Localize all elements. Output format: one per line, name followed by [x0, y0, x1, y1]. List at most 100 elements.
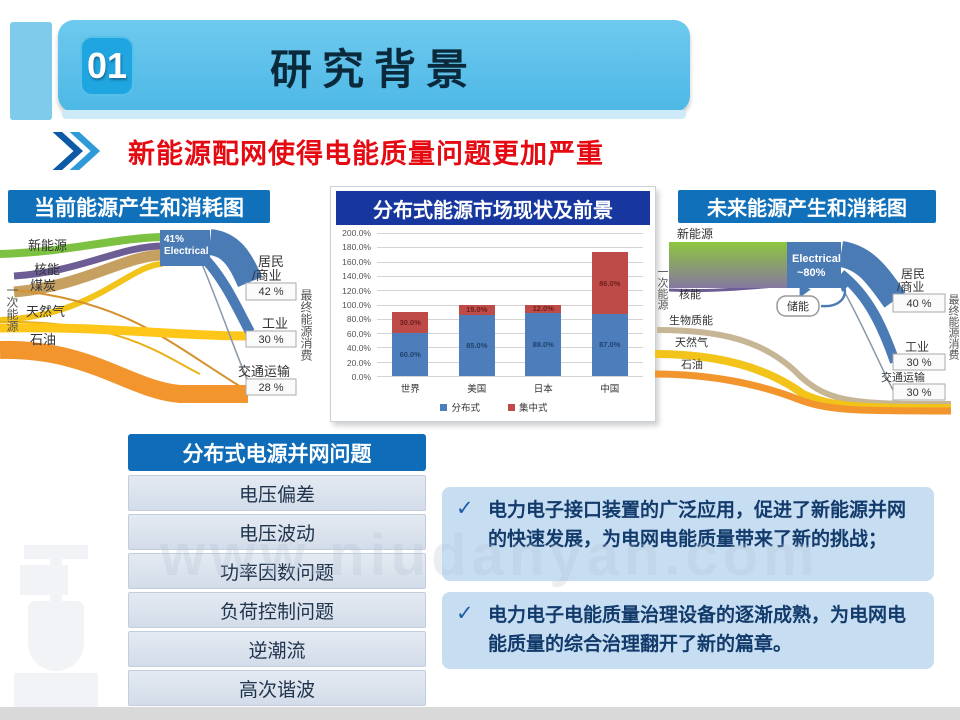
footer-strip [0, 707, 960, 720]
output-transport-label: 交通运输 [881, 370, 925, 384]
hub-name-label: Electrical [164, 246, 209, 257]
header-side-tab [10, 22, 52, 120]
output-industry-label: 工业 [262, 316, 288, 331]
legend-swatch [440, 404, 448, 411]
output-industry-box [892, 353, 946, 371]
flow-oil [655, 370, 952, 415]
output-residential-line1: 居民 [258, 254, 284, 269]
storage-box [776, 295, 820, 317]
check-icon: ✓ [456, 602, 474, 625]
gridline [377, 247, 643, 249]
flow-nuclear [13, 242, 164, 280]
source-label-biomass: 生物质能 [669, 313, 713, 327]
bar-value-label: 88.0% [532, 340, 554, 350]
electrical-hub-node [787, 242, 841, 288]
electrical-hub-node [160, 230, 210, 266]
y-tick-label: 100.0% [342, 300, 371, 310]
storage-label: 储能 [787, 299, 809, 313]
section-number: 01 [86, 45, 128, 86]
issue-item-voltage-fluctuation: 电压波动 [128, 514, 426, 550]
output-residential-box [892, 293, 946, 313]
issues-list-title: 分布式电源并网问题 [128, 434, 426, 471]
bar-value-label: 85.0% [466, 341, 488, 351]
legend-label: 集中式 [519, 403, 548, 414]
flow-oil-to-transport [0, 340, 248, 403]
section-number-badge: 01 [80, 36, 134, 96]
bar-segment-集中式: 12.0% [525, 304, 562, 314]
subtitle-text: 新能源配网使得电能质量问题更加严重 [128, 138, 604, 169]
bar-value-label: 12.0% [532, 304, 554, 314]
flow-gas-to-industry [0, 323, 249, 341]
y-tick-label: 20.0% [346, 357, 371, 368]
legend-item-集中式: 集中式 [508, 403, 548, 414]
left-panel-title: 当前能源产生和消耗图 [8, 190, 270, 223]
chart-legend: 分布式 集中式 [337, 400, 651, 414]
flow-new-energy [0, 233, 164, 258]
market-chart-card: 分布式能源市场现状及前景 0.0% 20.0% 40.0% 60.0% 80.0% 100… [330, 186, 656, 422]
bar-segment-集中式: 86.0% [591, 252, 628, 314]
x-tick-label: 美国 [467, 384, 487, 395]
axis-final-energy: 最终能源消费 [299, 289, 313, 361]
bar-value-label: 87.0% [599, 340, 621, 350]
flow-electric-to-residential [838, 241, 906, 308]
bar-value-label: 30.0% [399, 317, 421, 327]
chart-region: 0.0% 20.0% 40.0% 60.0% 80.0% 100.0% 120.0% 140.… [337, 228, 651, 417]
issue-item-load-control: 负荷控制问题 [128, 592, 426, 628]
bar-segment-分布式: 85.0% [458, 315, 495, 376]
bar-segment-分布式: 60.0% [392, 333, 429, 376]
bar-value-label: 60.0% [399, 350, 421, 360]
hub-percent-label: ~80% [797, 267, 826, 279]
x-tick-label: 日本 [533, 384, 553, 395]
flow-electric-to-residential [207, 229, 262, 288]
axis-final-energy: 最终能源消费 [947, 294, 960, 361]
y-tick-label: 180.0% [342, 242, 371, 253]
legend-swatch [508, 404, 515, 411]
bar-value-label: 15.0% [466, 305, 488, 315]
page-title: 研究背景 [269, 45, 478, 93]
gridline [377, 376, 643, 377]
source-label-nuclear: 核能 [34, 262, 60, 277]
flow-electric-to-transport [201, 263, 251, 387]
flow-thin-cross-1 [0, 320, 201, 375]
chevron-right-icon [52, 132, 101, 170]
gridline [377, 290, 643, 292]
output-industry-pct: 30 % [258, 334, 283, 346]
storage-out-arrow [820, 278, 852, 308]
flow-coal [13, 249, 164, 298]
output-industry-box [245, 330, 297, 348]
current-energy-sankey: 41% Electrical 新能源 核能 煤炭 天然气 石油 一次能源 居民 … [0, 229, 313, 403]
output-residential-line2: /商业 [252, 268, 282, 283]
gridline [377, 318, 643, 320]
hub-percent-label: 41% [164, 234, 184, 245]
source-label-gas: 天然气 [26, 304, 65, 319]
y-tick-label: 160.0% [342, 256, 371, 267]
bar-segment-集中式: 30.0% [392, 311, 429, 334]
source-label-new-energy: 新能源 [677, 226, 713, 241]
watermark-logo [0, 545, 112, 707]
bar-segment-分布式: 87.0% [591, 313, 628, 376]
output-transport-pct: 28 % [258, 382, 283, 394]
issue-item-voltage-deviation: 电压偏差 [128, 475, 426, 511]
x-tick-label: 世界 [400, 384, 420, 395]
header-banner-shadow-strip [62, 110, 686, 119]
output-residential-line1: 居民 [901, 267, 925, 281]
output-transport-label: 交通运输 [238, 364, 290, 379]
bar-column: 60.0% 30.0% 世界 [392, 233, 429, 395]
chart-plot: 60.0% 30.0% 世界 85.0% 15.0% 美国 88.0% 12.0% 日本 87.0… [377, 233, 643, 395]
gridline [377, 304, 643, 306]
y-tick-label: 140.0% [342, 271, 371, 282]
y-tick-label: 60.0% [346, 328, 371, 339]
gridline [377, 333, 643, 335]
legend-item-分布式: 分布式 [440, 403, 480, 414]
bar-column: 88.0% 12.0% 日本 [525, 233, 562, 395]
output-transport-box [245, 378, 297, 396]
y-tick-label: 40.0% [346, 343, 371, 354]
flow-gas-to-hub [0, 261, 164, 323]
source-label-gas: 天然气 [675, 335, 708, 349]
flow-electric-to-transport [838, 281, 896, 395]
legend-label: 分布式 [451, 403, 480, 414]
output-residential-box [245, 282, 297, 301]
x-tick-label: 中国 [600, 384, 620, 395]
flow-biomass [656, 327, 952, 407]
issue-item-reverse-flow: 逆潮流 [128, 631, 426, 667]
